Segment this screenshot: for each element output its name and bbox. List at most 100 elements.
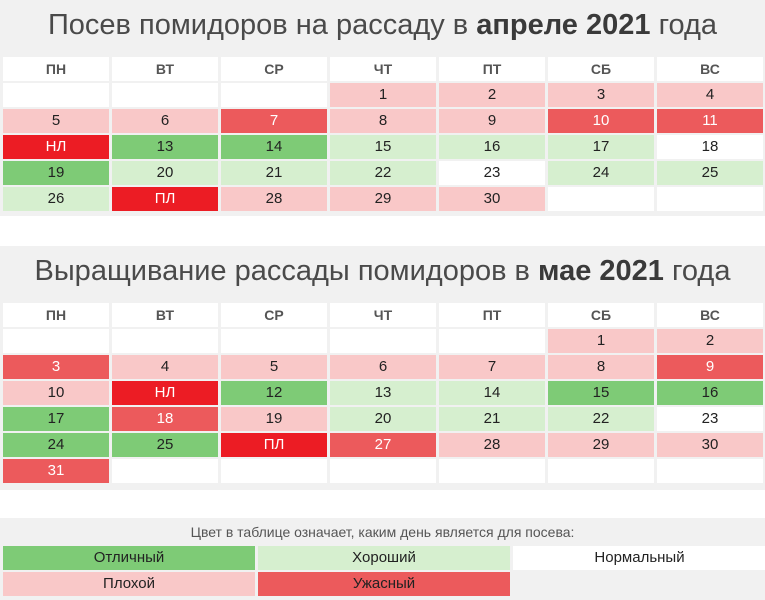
day-cell: 14	[221, 135, 327, 159]
day-cell: 28	[439, 433, 545, 457]
day-cell: 16	[439, 135, 545, 159]
day-cell: ПЛ	[221, 433, 327, 457]
may-grid: ПН ВТ СР ЧТ ПТ СБ ВС 1 2 3 4 5 6 7 8 9 10 НЛ 12 13 14 15 16 17 1…	[3, 303, 763, 483]
legend-item-bad: Плохой	[3, 572, 255, 596]
empty-cell	[657, 187, 763, 211]
empty-cell	[221, 329, 327, 353]
day-cell: 22	[548, 407, 654, 431]
empty-cell	[3, 329, 109, 353]
weekday-header: ПТ	[439, 303, 545, 327]
weekday-header: ВС	[657, 303, 763, 327]
day-cell: 19	[221, 407, 327, 431]
day-cell: 8	[548, 355, 654, 379]
day-cell: 24	[3, 433, 109, 457]
weekday-header: ВТ	[112, 57, 218, 81]
day-cell: 24	[548, 161, 654, 185]
day-cell: 21	[221, 161, 327, 185]
day-cell: 2	[439, 83, 545, 107]
april-calendar: Посев помидоров на рассаду в апреле 2021…	[0, 0, 765, 216]
day-cell: 22	[330, 161, 436, 185]
empty-cell	[221, 83, 327, 107]
day-cell: 27	[330, 433, 436, 457]
day-cell: 12	[221, 381, 327, 405]
day-cell: ПЛ	[112, 187, 218, 211]
day-cell: 1	[548, 329, 654, 353]
day-cell: 1	[330, 83, 436, 107]
day-cell: 29	[548, 433, 654, 457]
weekday-header: ЧТ	[330, 303, 436, 327]
empty-cell	[330, 459, 436, 483]
weekday-header: СБ	[548, 303, 654, 327]
day-cell: 17	[3, 407, 109, 431]
day-cell: 31	[3, 459, 109, 483]
day-cell: НЛ	[112, 381, 218, 405]
weekday-header: ВТ	[112, 303, 218, 327]
day-cell: 18	[112, 407, 218, 431]
day-cell: 6	[330, 355, 436, 379]
empty-cell	[3, 83, 109, 107]
empty-cell	[112, 459, 218, 483]
legend-item-norm: Нормальный	[513, 546, 765, 570]
empty-cell	[112, 329, 218, 353]
empty-cell	[439, 329, 545, 353]
day-cell: 19	[3, 161, 109, 185]
april-grid: ПН ВТ СР ЧТ ПТ СБ ВС 1 2 3 4 5 6 7 8 9 10 11 НЛ 13 14 15 16 17 1…	[3, 57, 763, 211]
day-cell: 3	[3, 355, 109, 379]
day-cell: 25	[657, 161, 763, 185]
day-cell: 11	[657, 109, 763, 133]
day-cell: 10	[3, 381, 109, 405]
day-cell: 9	[439, 109, 545, 133]
weekday-header: СР	[221, 57, 327, 81]
empty-cell	[330, 329, 436, 353]
day-cell: 7	[439, 355, 545, 379]
day-cell: 13	[330, 381, 436, 405]
day-cell: 30	[439, 187, 545, 211]
weekday-header: ПН	[3, 57, 109, 81]
day-cell: 2	[657, 329, 763, 353]
day-cell: 15	[548, 381, 654, 405]
weekday-header: СБ	[548, 57, 654, 81]
day-cell: 10	[548, 109, 654, 133]
weekday-header: ЧТ	[330, 57, 436, 81]
day-cell: 21	[439, 407, 545, 431]
color-legend: Цвет в таблице означает, каким день явля…	[0, 518, 765, 600]
day-cell: 15	[330, 135, 436, 159]
weekday-header: ВС	[657, 57, 763, 81]
april-title: Посев помидоров на рассаду в апреле 2021…	[47, 9, 718, 41]
empty-cell	[548, 187, 654, 211]
may-calendar: Выращивание рассады помидоров в мае 2021…	[0, 246, 765, 490]
day-cell: 23	[657, 407, 763, 431]
legend-caption: Цвет в таблице означает, каким день явля…	[190, 524, 575, 540]
empty-cell	[657, 459, 763, 483]
legend-item-awf: Ужасный	[258, 572, 510, 596]
day-cell: 16	[657, 381, 763, 405]
day-cell: 6	[112, 109, 218, 133]
weekday-header: ПН	[3, 303, 109, 327]
legend-item-good: Хороший	[258, 546, 510, 570]
legend-item-exc: Отличный	[3, 546, 255, 570]
day-cell: 9	[657, 355, 763, 379]
day-cell: 17	[548, 135, 654, 159]
empty-cell	[221, 459, 327, 483]
day-cell: 20	[112, 161, 218, 185]
empty-cell	[112, 83, 218, 107]
day-cell: 13	[112, 135, 218, 159]
legend-grid: Отличный Хороший Нормальный Плохой Ужасный	[3, 546, 765, 596]
day-cell: 3	[548, 83, 654, 107]
day-cell: 30	[657, 433, 763, 457]
day-cell: 20	[330, 407, 436, 431]
day-cell: 26	[3, 187, 109, 211]
weekday-header: ПТ	[439, 57, 545, 81]
day-cell: 5	[3, 109, 109, 133]
day-cell: 4	[657, 83, 763, 107]
weekday-header: СР	[221, 303, 327, 327]
day-cell: НЛ	[3, 135, 109, 159]
day-cell: 18	[657, 135, 763, 159]
may-title: Выращивание рассады помидоров в мае 2021…	[34, 255, 731, 287]
empty-cell	[439, 459, 545, 483]
day-cell: 28	[221, 187, 327, 211]
day-cell: 8	[330, 109, 436, 133]
day-cell: 7	[221, 109, 327, 133]
day-cell: 14	[439, 381, 545, 405]
day-cell: 29	[330, 187, 436, 211]
